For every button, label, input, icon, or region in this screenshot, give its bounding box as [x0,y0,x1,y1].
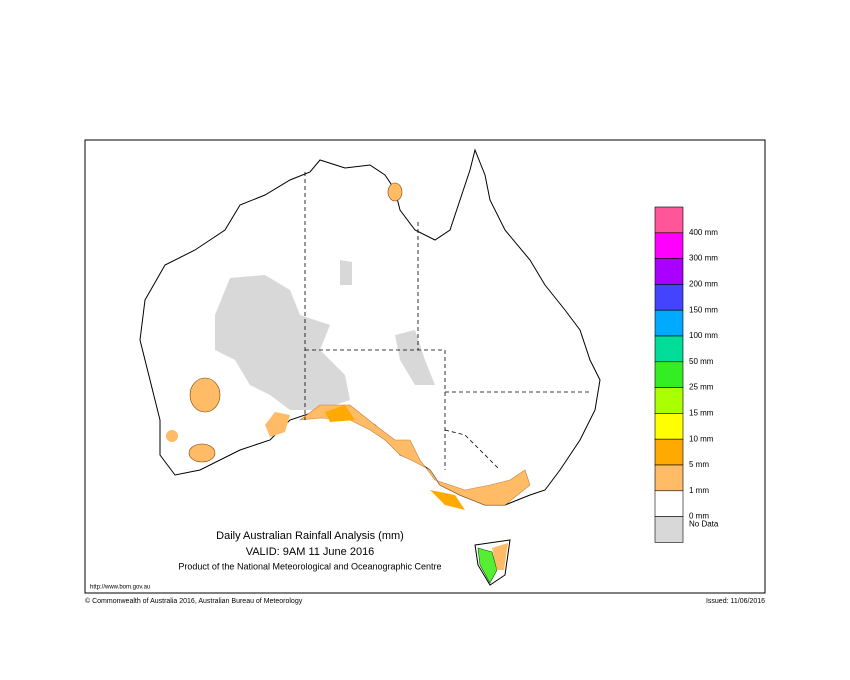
legend-label: 150 mm [689,305,718,314]
legend-label: 25 mm [689,383,714,392]
legend-label: 1 mm [689,486,709,495]
legend-label: 15 mm [689,409,714,418]
rain-area [188,443,216,463]
legend-label: 300 mm [689,254,718,263]
legend-label: 400 mm [689,228,718,237]
rain-area [492,543,508,570]
copyright: © Commonwealth of Australia 2016, Austra… [85,597,303,605]
product-note: Product of the National Meteorological a… [178,561,441,571]
legend-label: 100 mm [689,331,718,340]
legend-swatch [654,413,684,440]
issued-date: Issued: 11/06/2016 [706,598,765,605]
rain-area [387,182,403,202]
mainland [139,148,601,506]
legend-swatch [654,335,684,363]
legend-swatch [654,206,684,234]
rain-area [189,377,221,413]
legend-label: 5 mm [689,460,709,469]
state-border [304,172,590,471]
legend-swatch [654,361,684,388]
rain-area [298,404,531,506]
rain-area [166,430,178,442]
no-data-area [340,260,435,385]
legend-swatch [654,464,684,492]
legend-label: 200 mm [689,280,718,289]
legend-swatch [654,232,684,259]
legend: 400 mm 300 mm 200 mm 150 mm 100 mm 50 mm 25 mm… [654,206,719,543]
legend-swatch [654,387,684,414]
valid-time: VALID: 9AM 11 June 2016 [246,546,375,558]
legend-label: 10 mm [689,434,714,443]
legend-swatch [654,309,684,337]
legend-label: 50 mm [689,357,714,366]
rain-area [477,547,498,584]
legend-swatch [654,490,684,517]
legend-label: No Data [689,520,719,529]
legend-label: 0 mm [689,512,709,521]
legend-swatch [654,438,684,466]
legend-swatch [654,284,684,311]
source-url: http://www.bom.gov.au [90,585,150,591]
rain-area [325,405,465,510]
no-data-area [215,275,350,410]
legend-swatch [654,258,684,285]
map-title: Daily Australian Rainfall Analysis (mm) [216,530,404,542]
rain-area [265,412,290,437]
legend-swatch [654,516,684,543]
